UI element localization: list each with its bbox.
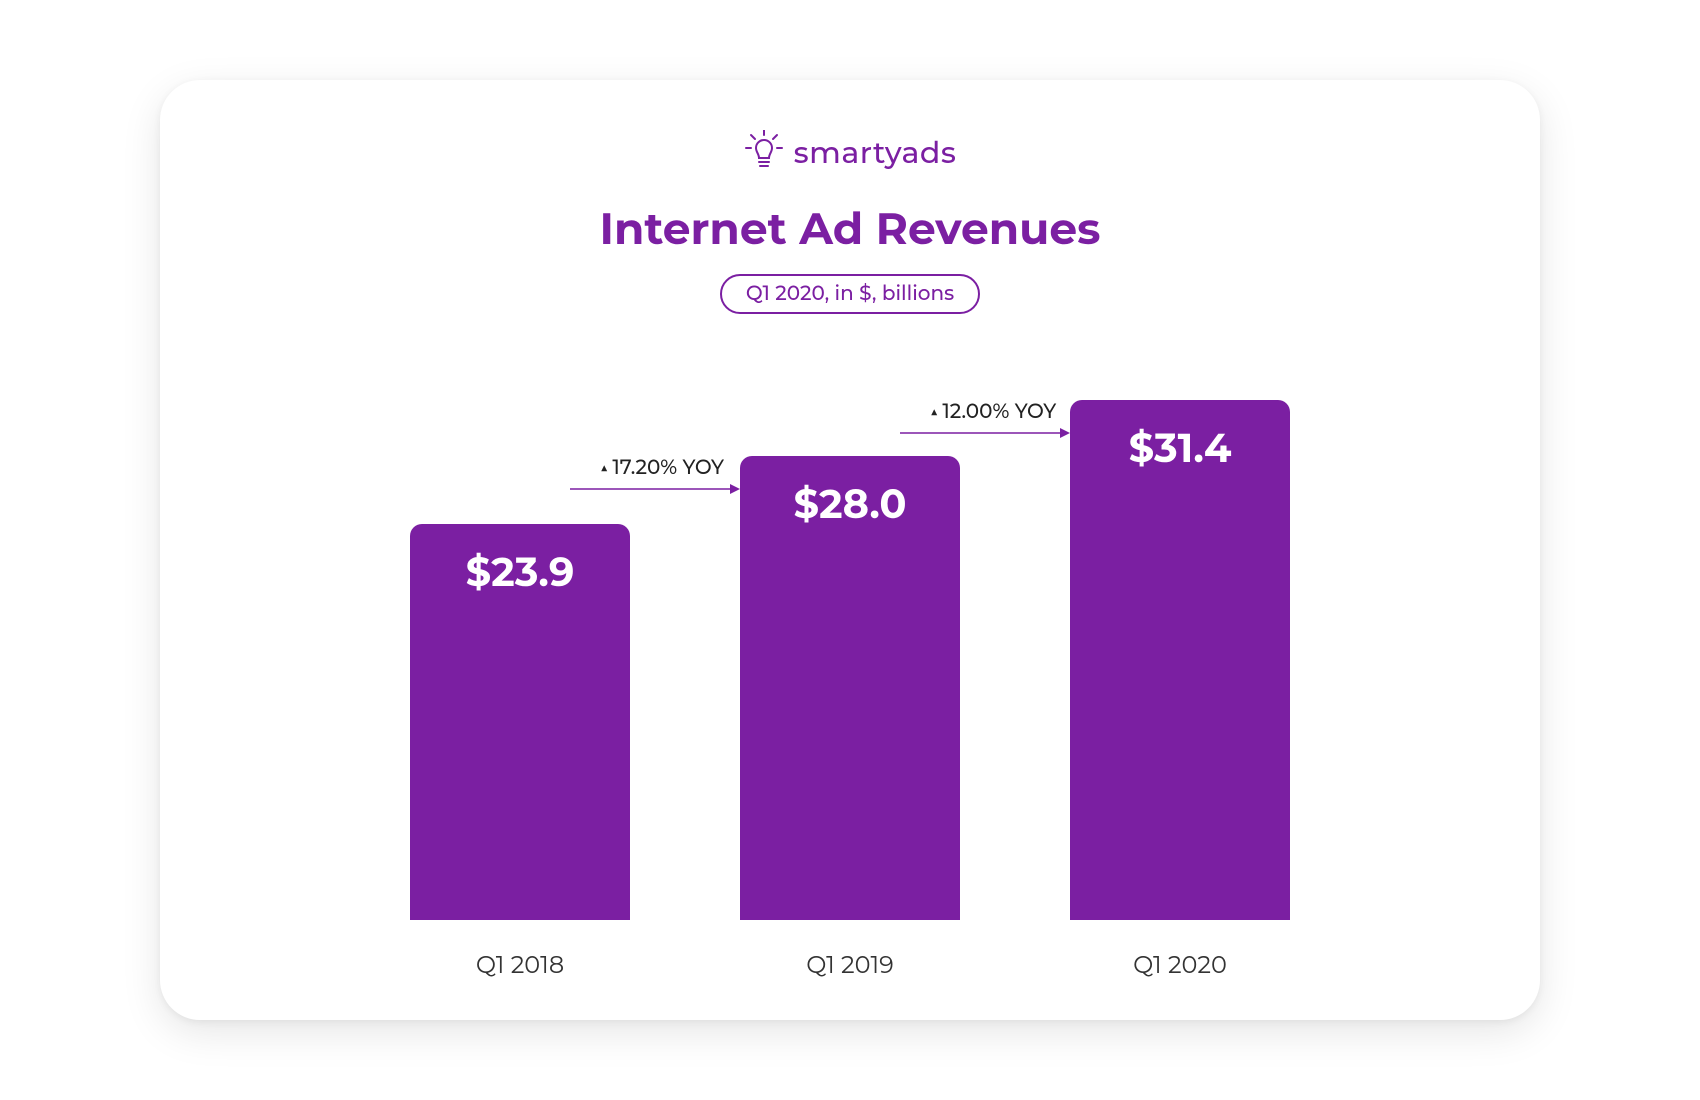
bar-wrap-1: $28.0 [740, 456, 960, 920]
arrow-0 [570, 482, 740, 496]
bar-value-1: $28.0 [793, 480, 906, 920]
bar-wrap-0: $23.9 [410, 524, 630, 920]
brand-logo: smartyads [744, 130, 957, 174]
arrow-1 [900, 426, 1070, 440]
x-axis-labels: Q1 2018 Q1 2019 Q1 2020 [410, 951, 1290, 980]
yoy-annotation-1: ▲12.00% YOY [900, 400, 1070, 440]
chart-subtitle-pill: Q1 2020, in $, billions [720, 274, 980, 314]
bar-chart: $23.9 $28.0 $31.4 ▲17.20% YOY [410, 404, 1290, 980]
yoy-text-0: ▲17.20% YOY [570, 456, 724, 480]
triangle-up-icon: ▲ [600, 458, 608, 476]
bar-wrap-2: $31.4 [1070, 400, 1290, 920]
yoy-text-1: ▲12.00% YOY [900, 400, 1056, 424]
x-label-0: Q1 2018 [410, 951, 630, 980]
bar-value-2: $31.4 [1129, 424, 1232, 920]
chart-title: Internet Ad Revenues [600, 202, 1101, 256]
bar-1: $28.0 [740, 456, 960, 920]
chart-card: smartyads Internet Ad Revenues Q1 2020, … [160, 80, 1540, 1020]
triangle-up-icon: ▲ [930, 402, 938, 420]
bar-0: $23.9 [410, 524, 630, 920]
yoy-annotation-0: ▲17.20% YOY [570, 456, 740, 496]
brand-name: smartyads [794, 134, 957, 171]
bars-container: $23.9 $28.0 $31.4 [410, 380, 1290, 920]
x-label-2: Q1 2020 [1070, 951, 1290, 980]
bar-value-0: $23.9 [466, 548, 575, 920]
bar-2: $31.4 [1070, 400, 1290, 920]
x-label-1: Q1 2019 [740, 951, 960, 980]
yoy-label-1: 12.00% YOY [942, 400, 1056, 424]
lightbulb-icon [744, 130, 784, 174]
yoy-label-0: 17.20% YOY [612, 456, 724, 480]
